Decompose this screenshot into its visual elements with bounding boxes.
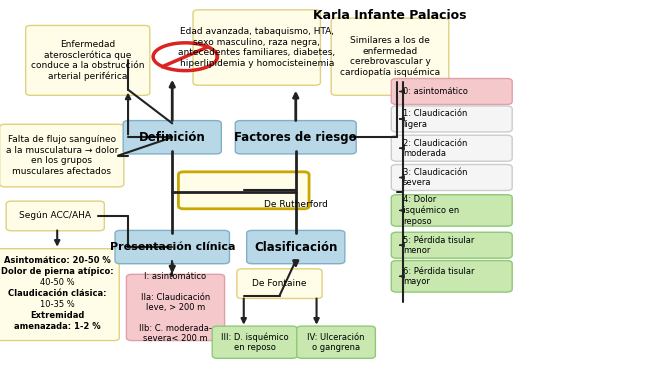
- FancyBboxPatch shape: [178, 172, 309, 209]
- Text: Presentación clínica: Presentación clínica: [109, 242, 235, 252]
- FancyBboxPatch shape: [235, 121, 356, 154]
- FancyBboxPatch shape: [0, 124, 124, 187]
- Text: I: asintomático

IIa: Claudicación
leve, > 200 m

IIb: C. moderada-
severa< 200 : I: asintomático IIa: Claudicación leve, …: [139, 272, 212, 343]
- FancyBboxPatch shape: [115, 231, 229, 264]
- Text: Clasificación: Clasificación: [254, 240, 337, 254]
- FancyBboxPatch shape: [193, 10, 320, 85]
- Text: Edad avanzada, tabaquismo, HTA,
sexo masculino, raza negra,
antecedentes familia: Edad avanzada, tabaquismo, HTA, sexo mas…: [178, 27, 335, 68]
- Text: 0: asintomático: 0: asintomático: [403, 87, 468, 96]
- FancyBboxPatch shape: [0, 249, 120, 340]
- Text: 10-35 %: 10-35 %: [40, 300, 75, 309]
- Text: 2: Claudicación
moderada: 2: Claudicación moderada: [403, 138, 467, 158]
- Text: 40-50 %: 40-50 %: [40, 278, 75, 287]
- Text: 5: Pérdida tisular
menor: 5: Pérdida tisular menor: [403, 235, 474, 255]
- FancyBboxPatch shape: [212, 326, 298, 358]
- FancyBboxPatch shape: [391, 135, 512, 161]
- Text: Asintomático: 20-50 %: Asintomático: 20-50 %: [4, 256, 111, 265]
- FancyBboxPatch shape: [126, 274, 225, 340]
- FancyBboxPatch shape: [391, 232, 512, 258]
- Text: Definición: Definición: [139, 131, 205, 144]
- Text: Falta de flujo sanguíneo
a la musculatura → dolor
en los grupos
musculares afect: Falta de flujo sanguíneo a la musculatur…: [6, 135, 118, 176]
- Text: De Fontaine: De Fontaine: [252, 279, 307, 288]
- Text: 6: Pérdida tisular
mayor: 6: Pérdida tisular mayor: [403, 266, 474, 286]
- FancyBboxPatch shape: [331, 18, 448, 96]
- FancyBboxPatch shape: [247, 231, 344, 264]
- Text: IV: Ulceración
o gangrena: IV: Ulceración o gangrena: [307, 332, 365, 352]
- FancyBboxPatch shape: [296, 326, 376, 358]
- FancyBboxPatch shape: [391, 165, 512, 190]
- FancyBboxPatch shape: [6, 201, 105, 231]
- Text: Similares a los de
enfermedad
cerebrovascular y
cardiopatía isquémica: Similares a los de enfermedad cerebrovas…: [340, 36, 440, 77]
- FancyBboxPatch shape: [391, 78, 512, 105]
- Text: amenazada: 1-2 %: amenazada: 1-2 %: [14, 322, 101, 330]
- Text: Claudicación clásica:: Claudicación clásica:: [8, 289, 107, 298]
- Text: Dolor de pierna atípico:: Dolor de pierna atípico:: [1, 267, 114, 276]
- Text: De Rutherford: De Rutherford: [264, 201, 328, 209]
- Text: Según ACC/AHA: Según ACC/AHA: [20, 212, 91, 220]
- Text: 1: Claudicación
ligera: 1: Claudicación ligera: [403, 109, 467, 129]
- Text: Karla Infante Palacios: Karla Infante Palacios: [313, 9, 467, 22]
- Text: Extremidad: Extremidad: [30, 311, 84, 320]
- FancyBboxPatch shape: [237, 269, 322, 299]
- Text: Enfermedad
aterosclerótica que
conduce a la obstrucción
arterial periférica: Enfermedad aterosclerótica que conduce a…: [31, 40, 144, 81]
- Text: 3: Claudicación
severa: 3: Claudicación severa: [403, 168, 467, 187]
- Text: III: D. isquémico
en reposo: III: D. isquémico en reposo: [221, 332, 289, 352]
- FancyBboxPatch shape: [124, 121, 221, 154]
- Text: Factores de riesgo: Factores de riesgo: [235, 131, 357, 144]
- FancyBboxPatch shape: [391, 106, 512, 132]
- FancyBboxPatch shape: [26, 26, 150, 96]
- Text: 4: Dolor
isquémico en
reposo: 4: Dolor isquémico en reposo: [403, 195, 460, 226]
- FancyBboxPatch shape: [391, 261, 512, 292]
- FancyBboxPatch shape: [391, 195, 512, 226]
